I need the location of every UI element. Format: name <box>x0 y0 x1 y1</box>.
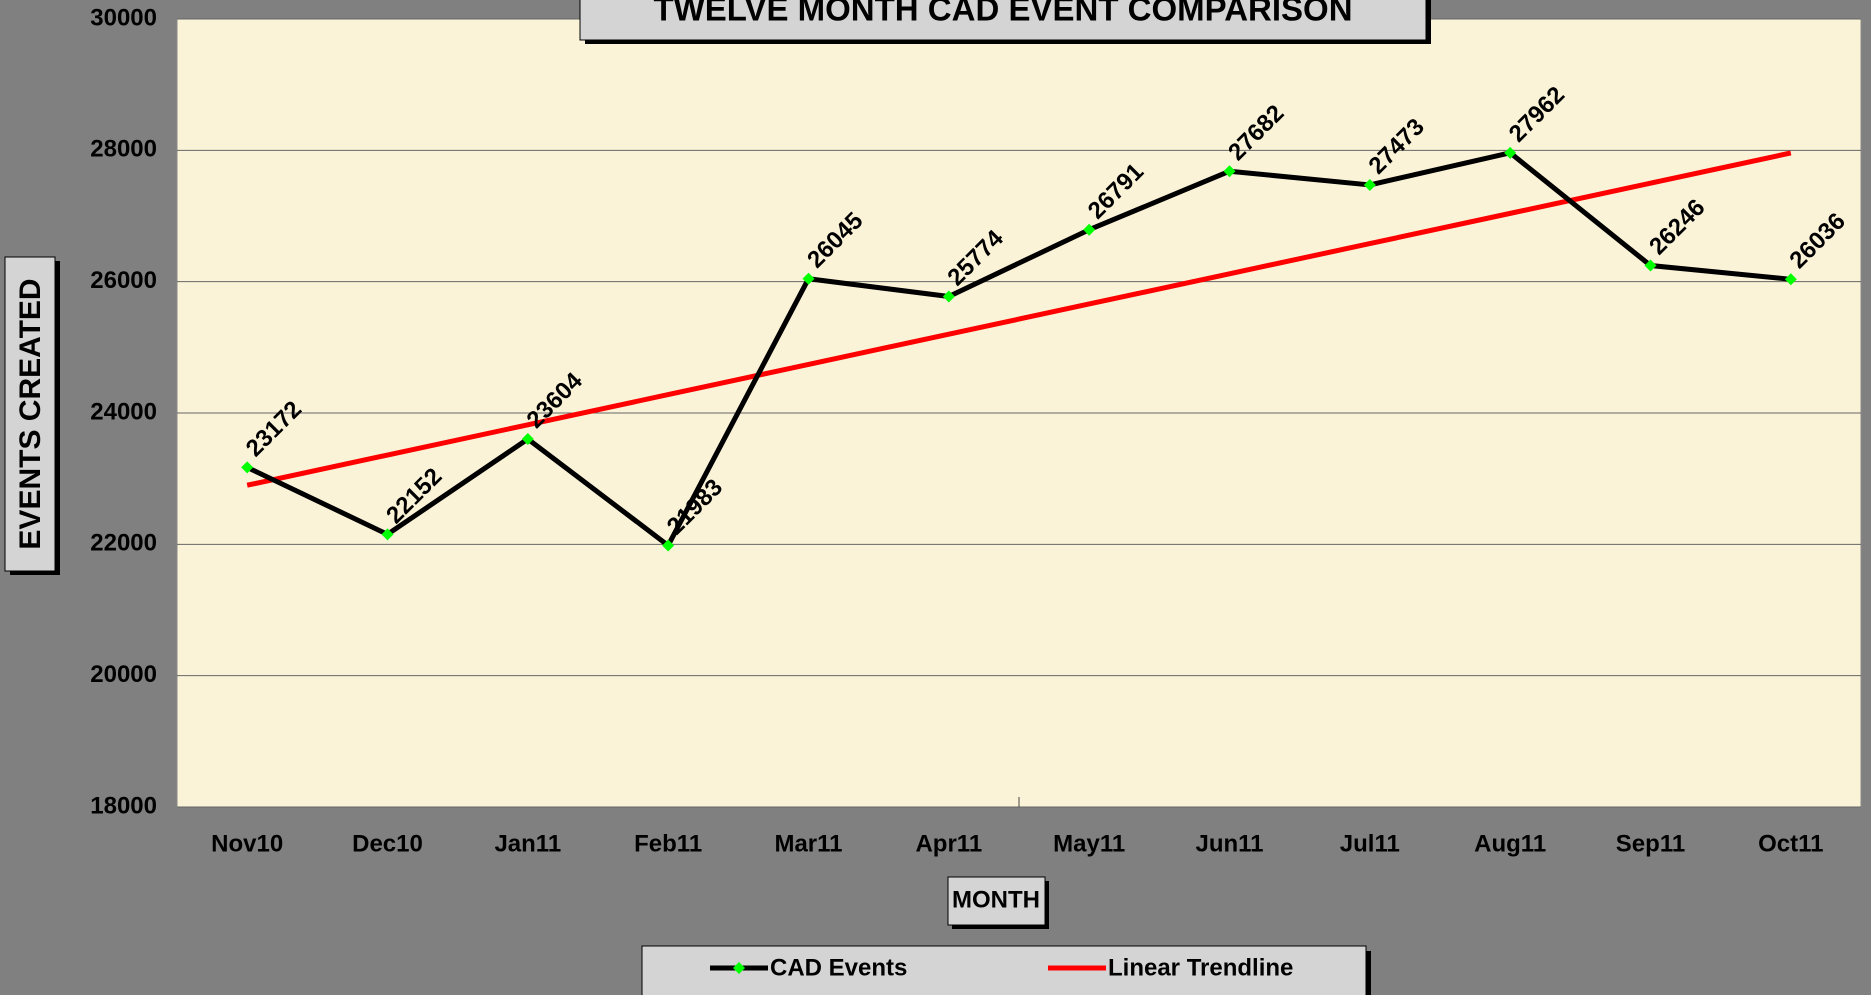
legend-marker <box>733 962 745 974</box>
x-tick-label: Oct11 <box>1758 830 1823 857</box>
point-marker <box>1083 223 1096 236</box>
series-line <box>246 150 1792 548</box>
x-tick-label: Feb11 <box>634 830 702 857</box>
point-marker <box>942 290 955 303</box>
chart-title: TWELVE MONTH CAD EVENT COMPARISON <box>653 0 1352 28</box>
point-marker <box>1644 259 1657 272</box>
y-tick-label: 20000 <box>90 661 157 688</box>
point-marker <box>662 539 675 552</box>
title-box <box>579 0 1427 41</box>
x-tick-label: Jan11 <box>494 830 561 857</box>
point-marker <box>1504 146 1517 159</box>
point-marker <box>1223 165 1236 178</box>
y-tick-label: 22000 <box>90 530 157 557</box>
legend-label: CAD Events <box>770 954 907 981</box>
y-tick-label: 18000 <box>90 792 157 819</box>
x-tick-label: Dec10 <box>352 830 423 857</box>
x-tick-label: Apr11 <box>915 830 982 857</box>
x-tick-label: Jul11 <box>1340 830 1400 857</box>
y-tick-label: 28000 <box>90 136 157 163</box>
x-label-box <box>947 876 1046 926</box>
y-axis-label: EVENTS CREATED <box>14 278 47 549</box>
y-tick-label: 30000 <box>90 4 157 31</box>
x-tick-label: Aug11 <box>1474 830 1546 857</box>
point-marker <box>241 461 254 474</box>
point-marker <box>1363 178 1376 191</box>
series-line <box>246 150 1792 488</box>
x-tick-label: Mar11 <box>774 830 842 857</box>
point-marker <box>802 272 815 285</box>
x-tick-label: Jun11 <box>1195 830 1263 857</box>
point-marker <box>521 433 534 446</box>
x-tick-label: Nov10 <box>211 830 283 857</box>
y-tick-label: 26000 <box>90 267 157 294</box>
y-tick-label: 24000 <box>90 398 157 425</box>
legend: CAD Events Linear Trendline <box>710 954 1293 981</box>
x-axis-label: MONTH <box>952 886 1040 913</box>
point-marker <box>1784 273 1797 286</box>
point-marker <box>381 528 394 541</box>
x-tick-label: Sep11 <box>1616 830 1685 857</box>
y-label-box <box>4 256 56 572</box>
x-tick-label: May11 <box>1053 830 1125 857</box>
legend-label: Linear Trendline <box>1108 954 1293 981</box>
